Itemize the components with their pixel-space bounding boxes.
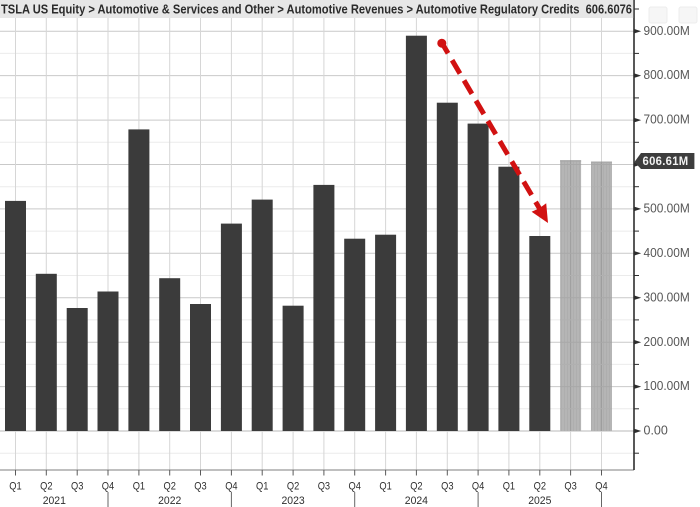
svg-text:TSLA US Equity > Automotive &: TSLA US Equity > Automotive & Services a… (1, 3, 632, 17)
svg-text:Q4: Q4 (225, 481, 237, 493)
svg-text:Q4: Q4 (472, 481, 484, 493)
svg-text:2022: 2022 (158, 495, 181, 507)
svg-text:300.00M: 300.00M (644, 290, 690, 304)
svg-text:2025: 2025 (528, 495, 551, 507)
svg-text:Q3: Q3 (71, 481, 83, 493)
svg-text:Q2: Q2 (534, 481, 546, 493)
svg-text:800.00M: 800.00M (644, 68, 690, 82)
svg-text:Q1: Q1 (379, 481, 391, 493)
svg-text:0.00: 0.00 (644, 424, 668, 438)
svg-text:2024: 2024 (405, 495, 428, 507)
svg-text:500.00M: 500.00M (644, 202, 690, 216)
svg-text:700.00M: 700.00M (644, 113, 690, 127)
svg-text:Q2: Q2 (287, 481, 299, 493)
svg-text:Q2: Q2 (40, 481, 52, 493)
svg-text:606.61M: 606.61M (643, 156, 689, 168)
svg-text:400.00M: 400.00M (644, 246, 690, 260)
svg-text:100.00M: 100.00M (644, 379, 690, 393)
svg-text:Q3: Q3 (318, 481, 330, 493)
svg-text:Q1: Q1 (9, 481, 21, 493)
svg-text:900.00M: 900.00M (644, 24, 690, 38)
svg-text:Q4: Q4 (102, 481, 114, 493)
svg-text:2021: 2021 (43, 495, 66, 507)
svg-text:Q4: Q4 (595, 481, 607, 493)
svg-text:Q3: Q3 (194, 481, 206, 493)
svg-text:Q2: Q2 (164, 481, 176, 493)
svg-text:Q3: Q3 (441, 481, 453, 493)
svg-text:Q2: Q2 (410, 481, 422, 493)
svg-text:Q1: Q1 (503, 481, 515, 493)
svg-text:Q3: Q3 (564, 481, 576, 493)
svg-text:2023: 2023 (282, 495, 305, 507)
svg-text:Q1: Q1 (256, 481, 268, 493)
svg-text:Q1: Q1 (133, 481, 145, 493)
svg-text:200.00M: 200.00M (644, 335, 690, 349)
svg-text:Q4: Q4 (349, 481, 361, 493)
